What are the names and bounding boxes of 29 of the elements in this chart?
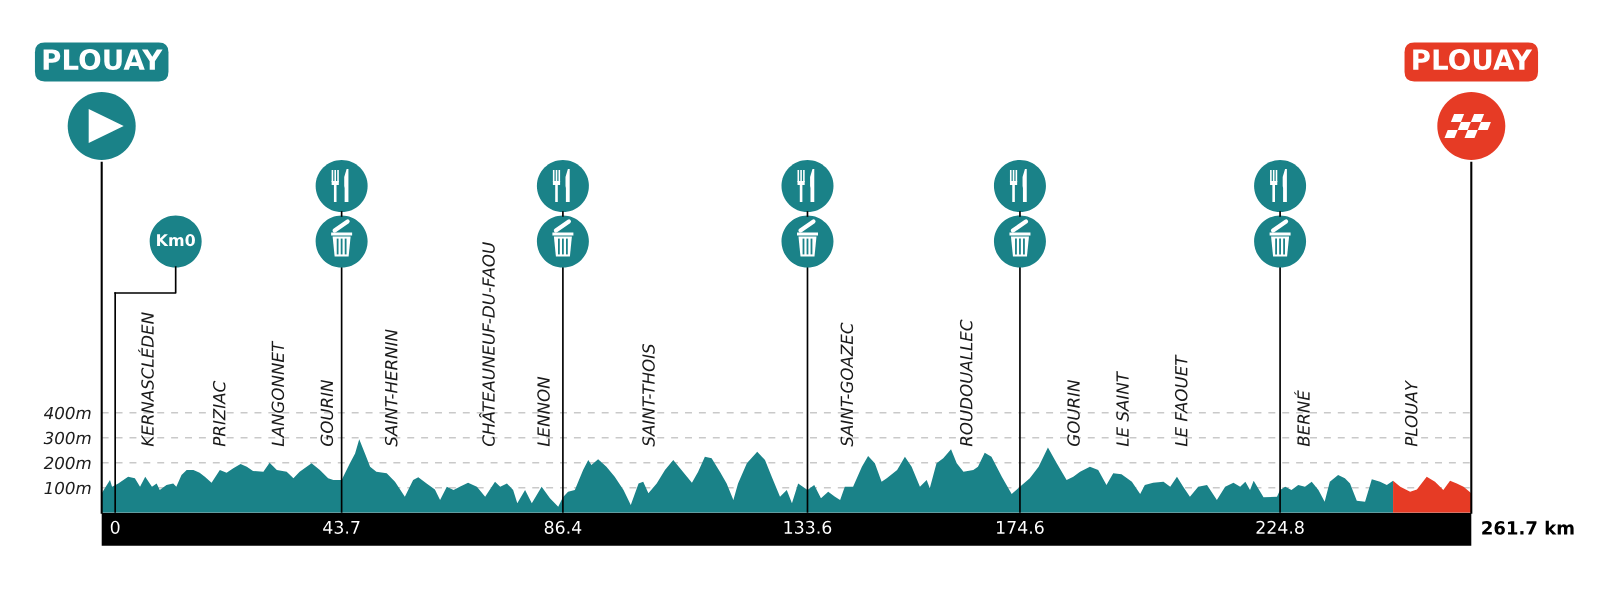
x-tick-label: 86.4: [544, 520, 582, 534]
text: PLOUAY: [43, 49, 163, 71]
y-tick-label: 200m: [43, 456, 91, 470]
x-tick-label: 224.8: [1256, 520, 1304, 534]
annotation: GOURIN: [1067, 379, 1080, 446]
annotation: Km0: [157, 234, 195, 247]
annotation: BERNÉ: [1294, 390, 1310, 447]
text: PLOUAY: [1413, 49, 1533, 71]
annotation: KERNASCLÉDEN: [138, 312, 154, 447]
annotation: PLOUAY: [1404, 379, 1418, 447]
annotation: LENNON: [537, 376, 550, 447]
x-tick-label: 133.6: [784, 520, 832, 534]
annotation: SAINT-THOIS: [642, 343, 655, 447]
x-axis-title: 261.7 km: [1482, 520, 1574, 535]
annotation: CHÂTEAUNEUF-DU-FAOU: [479, 242, 495, 446]
annotation: LANGONNET: [271, 340, 285, 447]
annotation: GOURIN: [320, 379, 334, 446]
annotation: LE FAOUET: [1174, 354, 1188, 447]
x-tick-label: 43.7: [323, 520, 360, 534]
x-tick-label: 0: [110, 520, 120, 534]
annotation: SAINT-HERNIN: [384, 329, 398, 447]
annotation: ROUDOUALLEC: [959, 319, 973, 447]
y-tick-label: 100m: [44, 481, 91, 495]
x-tick-label: 174.6: [997, 520, 1044, 534]
y-tick-label: 400m: [43, 406, 91, 420]
y-tick-label: 300m: [43, 431, 91, 445]
annotation: LE SAINT: [1116, 370, 1129, 447]
annotation: SAINT-GOAZEC: [840, 322, 854, 447]
annotation: PRIZIAC: [212, 380, 226, 447]
